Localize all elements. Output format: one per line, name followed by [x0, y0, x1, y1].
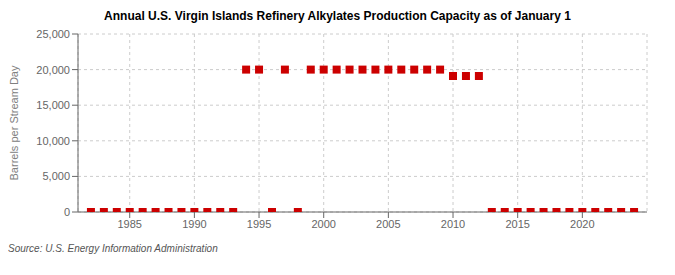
- svg-text:1985: 1985: [117, 218, 141, 230]
- svg-text:15,000: 15,000: [36, 99, 70, 111]
- svg-text:2020: 2020: [570, 218, 594, 230]
- svg-text:1990: 1990: [182, 218, 206, 230]
- svg-text:10,000: 10,000: [36, 135, 70, 147]
- html-text:Source: U.S. Energy Informatio: Source: U.S. Energy Information Administ…: [8, 243, 218, 254]
- svg-text:2010: 2010: [441, 218, 465, 230]
- svg-text:20,000: 20,000: [36, 64, 70, 76]
- svg-text:2005: 2005: [376, 218, 400, 230]
- svg-text:Barrels per Stream Day: Barrels per Stream Day: [8, 65, 20, 180]
- svg-text:2000: 2000: [311, 218, 335, 230]
- svg-text:0: 0: [64, 206, 70, 218]
- svg-text:1995: 1995: [247, 218, 271, 230]
- svg-text:25,000: 25,000: [36, 28, 70, 40]
- svg-text:5,000: 5,000: [42, 170, 70, 182]
- html-text:Annual U.S. Virgin Islands Ref: Annual U.S. Virgin Islands Refinery Alky…: [104, 9, 571, 23]
- svg-text:2015: 2015: [505, 218, 529, 230]
